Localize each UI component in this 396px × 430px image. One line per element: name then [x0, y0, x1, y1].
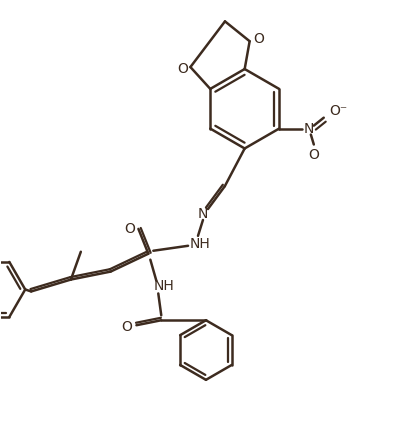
Text: NH: NH: [154, 279, 175, 292]
Text: O: O: [124, 222, 135, 236]
Text: N: N: [198, 207, 208, 221]
Text: O: O: [177, 62, 188, 76]
Text: O: O: [308, 148, 319, 163]
Text: O⁻: O⁻: [329, 104, 348, 118]
Text: N: N: [304, 122, 314, 135]
Text: O: O: [253, 32, 264, 46]
Text: NH: NH: [190, 237, 210, 251]
Text: O: O: [121, 320, 132, 334]
